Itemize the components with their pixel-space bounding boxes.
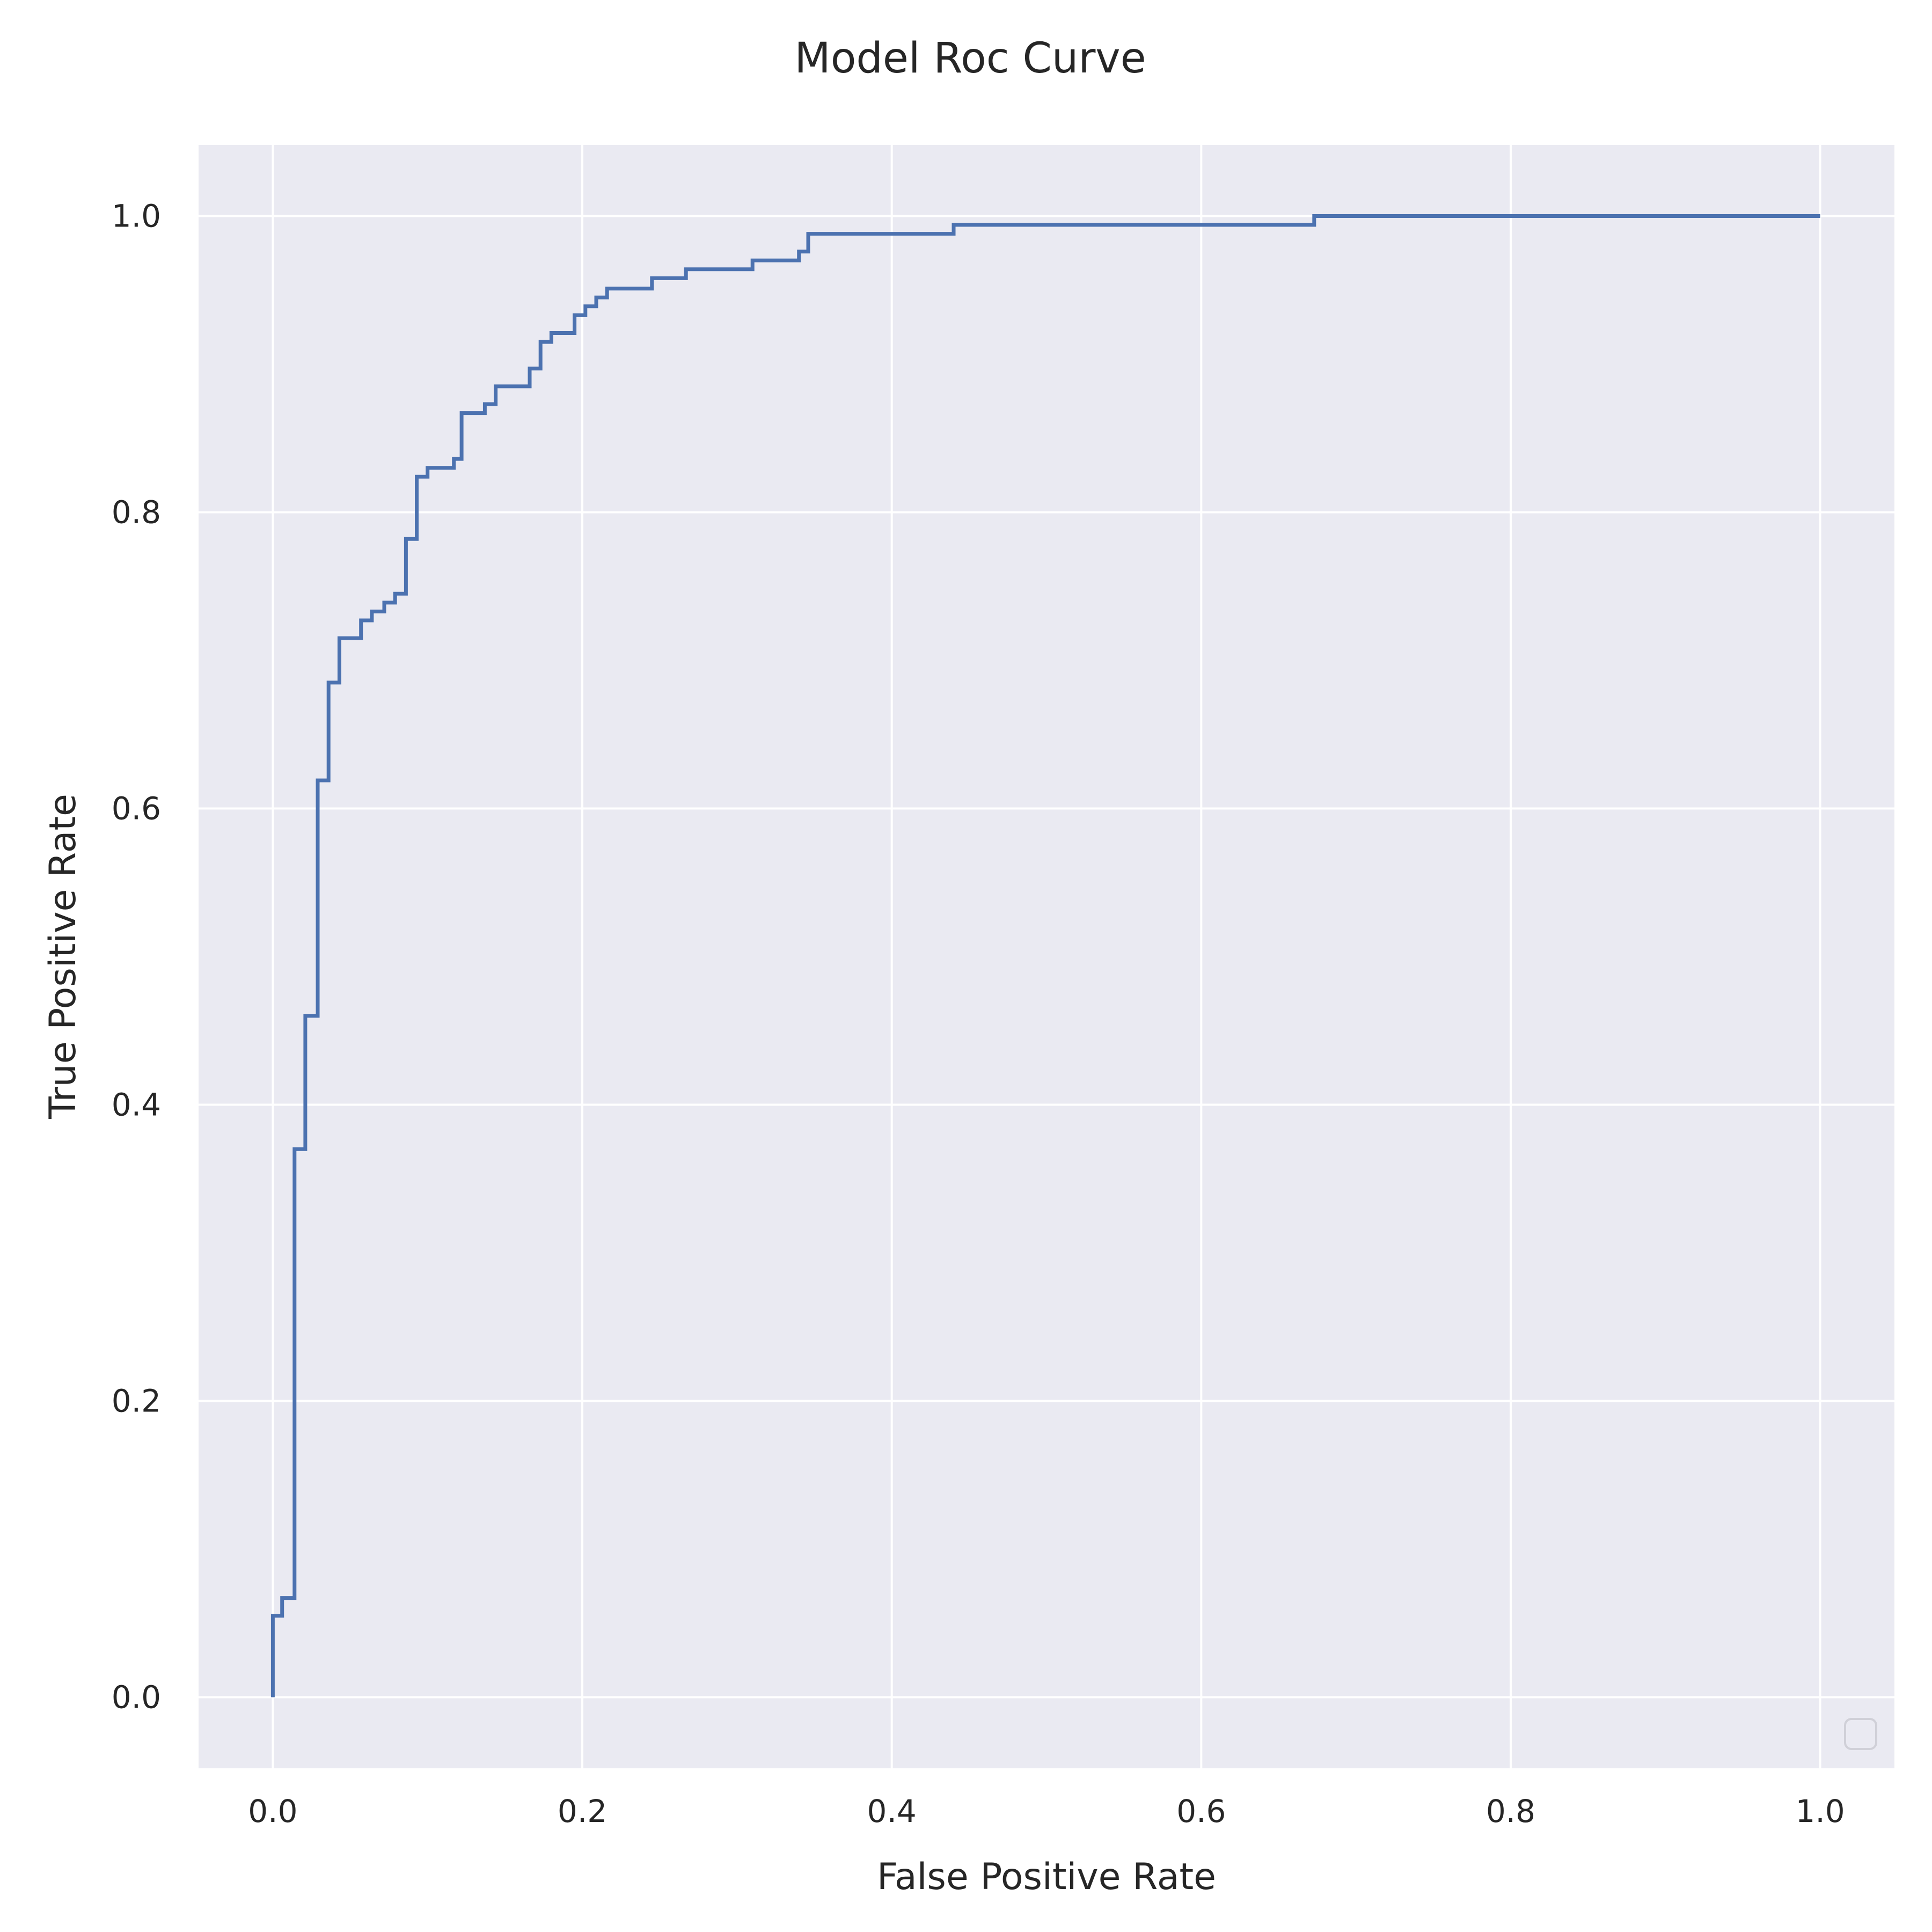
- x-tick-label: 1.0: [1795, 1793, 1845, 1829]
- roc-curve-line: [270, 214, 1820, 1697]
- series-layer: [270, 214, 1820, 1697]
- y-tick-label: 1.0: [112, 197, 161, 234]
- x-tick-label: 0.6: [1176, 1793, 1226, 1829]
- tick-labels: 0.0 0.2 0.4 0.6 0.8 1.0 0.0 0.2 0.4 0.6 0.8 1.0: [112, 197, 1845, 1829]
- x-tick-label: 0.8: [1486, 1793, 1535, 1829]
- x-tick-label: 0.2: [558, 1793, 607, 1829]
- x-axis-label: False Positive Rate: [877, 1856, 1216, 1898]
- y-tick-label: 0.2: [112, 1383, 161, 1419]
- x-tick-label: 0.4: [867, 1793, 917, 1829]
- grid-lines: [199, 145, 1894, 1768]
- y-tick-label: 0.8: [112, 494, 161, 530]
- y-axis-label: True Positive Rate: [42, 794, 84, 1119]
- legend-box: [1844, 1718, 1877, 1750]
- chart-title: Model Roc Curve: [794, 34, 1146, 83]
- y-tick-label: 0.0: [112, 1679, 161, 1716]
- plot-area: [199, 145, 1894, 1768]
- y-tick-label: 0.6: [112, 790, 161, 826]
- y-tick-label: 0.4: [112, 1087, 161, 1123]
- x-tick-label: 0.0: [248, 1793, 297, 1829]
